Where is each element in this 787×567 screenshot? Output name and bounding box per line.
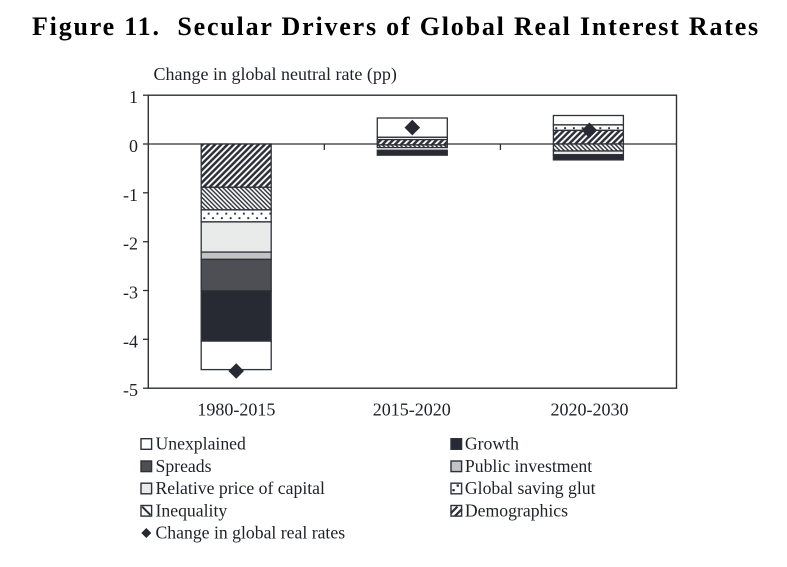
svg-text:Relative price of capital: Relative price of capital (156, 478, 326, 498)
svg-text:-4: -4 (123, 331, 138, 351)
svg-text:Unexplained: Unexplained (156, 434, 247, 454)
svg-text:2015-2020: 2015-2020 (373, 400, 451, 420)
svg-text:-5: -5 (123, 380, 138, 400)
svg-text:-3: -3 (123, 283, 138, 303)
svg-text:Demographics: Demographics (465, 500, 568, 520)
svg-text:Public investment: Public investment (465, 456, 592, 476)
svg-text:-2: -2 (123, 234, 138, 254)
svg-text:2020-2030: 2020-2030 (551, 400, 629, 420)
svg-text:Inequality: Inequality (156, 500, 228, 520)
svg-text:Spreads: Spreads (156, 456, 212, 476)
svg-text:Change in global real rates: Change in global real rates (156, 523, 346, 543)
svg-text:Global saving glut: Global saving glut (465, 478, 596, 498)
svg-text:-1: -1 (123, 185, 138, 205)
svg-text:1980-2015: 1980-2015 (197, 400, 275, 420)
svg-text:1: 1 (129, 87, 138, 107)
svg-text:Growth: Growth (465, 434, 519, 454)
svg-text:Change in global neutral rate: Change in global neutral rate (pp) (154, 64, 397, 85)
svg-text:0: 0 (129, 136, 138, 156)
